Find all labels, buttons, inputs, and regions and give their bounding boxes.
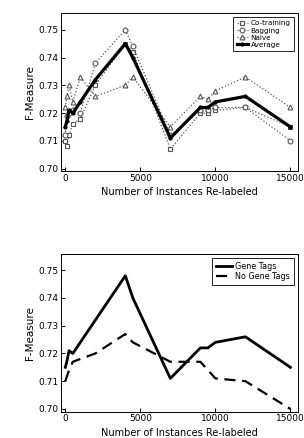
Naive bbox=[123, 83, 127, 88]
Average bbox=[213, 99, 217, 105]
No Gene Tags bbox=[71, 359, 74, 364]
Bagging bbox=[131, 44, 135, 49]
No Gene Tags bbox=[168, 359, 172, 364]
Co-training bbox=[244, 105, 247, 110]
Line: Bagging: Bagging bbox=[63, 27, 293, 143]
Naive bbox=[131, 74, 135, 80]
Co-training bbox=[213, 108, 217, 113]
Gene Tags bbox=[131, 295, 135, 300]
Bagging bbox=[213, 105, 217, 110]
No Gene Tags bbox=[206, 367, 210, 373]
Naive bbox=[94, 94, 97, 99]
No Gene Tags bbox=[199, 359, 202, 364]
Naive bbox=[288, 105, 292, 110]
Average bbox=[94, 77, 97, 82]
Naive bbox=[64, 105, 67, 110]
Average bbox=[288, 124, 292, 130]
Bagging bbox=[199, 108, 202, 113]
Naive bbox=[213, 88, 217, 93]
Gene Tags bbox=[288, 365, 292, 370]
Y-axis label: F-Measure: F-Measure bbox=[25, 306, 35, 360]
Y-axis label: F-Measure: F-Measure bbox=[25, 65, 35, 119]
Gene Tags bbox=[123, 273, 127, 279]
Bagging bbox=[64, 133, 67, 138]
Naive bbox=[206, 96, 210, 102]
Co-training bbox=[131, 49, 135, 55]
No Gene Tags bbox=[67, 367, 71, 373]
Bagging bbox=[94, 60, 97, 66]
Line: Co-training: Co-training bbox=[63, 41, 293, 152]
No Gene Tags bbox=[123, 332, 127, 337]
Bagging bbox=[244, 105, 247, 110]
Naive bbox=[71, 99, 74, 105]
Average bbox=[123, 41, 127, 46]
Line: No Gene Tags: No Gene Tags bbox=[65, 334, 290, 409]
Gene Tags bbox=[64, 365, 67, 370]
Co-training bbox=[168, 146, 172, 152]
Co-training bbox=[288, 124, 292, 130]
Co-training bbox=[199, 110, 202, 116]
Co-training bbox=[123, 41, 127, 46]
Line: Gene Tags: Gene Tags bbox=[65, 276, 290, 378]
Bagging bbox=[71, 108, 74, 113]
Average bbox=[67, 108, 71, 113]
Bagging bbox=[78, 110, 82, 116]
Legend: Co-training, Bagging, Naive, Average: Co-training, Bagging, Naive, Average bbox=[233, 17, 294, 51]
Line: Average: Average bbox=[63, 41, 293, 141]
No Gene Tags bbox=[244, 378, 247, 384]
Average bbox=[65, 119, 69, 124]
Gene Tags bbox=[199, 345, 202, 350]
Co-training bbox=[65, 144, 69, 149]
No Gene Tags bbox=[131, 340, 135, 345]
No Gene Tags bbox=[64, 378, 67, 384]
Naive bbox=[199, 94, 202, 99]
Average bbox=[206, 105, 210, 110]
Bagging bbox=[123, 27, 127, 32]
Co-training bbox=[206, 110, 210, 116]
No Gene Tags bbox=[213, 376, 217, 381]
Co-training bbox=[67, 133, 71, 138]
Average bbox=[199, 105, 202, 110]
Naive bbox=[244, 74, 247, 80]
Average bbox=[131, 55, 135, 60]
Naive bbox=[78, 74, 82, 80]
Gene Tags bbox=[65, 359, 69, 364]
Legend: Gene Tags, No Gene Tags: Gene Tags, No Gene Tags bbox=[212, 258, 294, 285]
Co-training bbox=[64, 138, 67, 143]
Gene Tags bbox=[71, 351, 74, 356]
Co-training bbox=[71, 121, 74, 127]
No Gene Tags bbox=[78, 357, 82, 362]
Gene Tags bbox=[168, 376, 172, 381]
No Gene Tags bbox=[288, 406, 292, 412]
Gene Tags bbox=[78, 340, 82, 345]
Naive bbox=[168, 124, 172, 130]
X-axis label: Number of Instances Re-labeled: Number of Instances Re-labeled bbox=[101, 427, 258, 438]
Bagging bbox=[206, 108, 210, 113]
Gene Tags bbox=[94, 318, 97, 323]
Bagging bbox=[288, 138, 292, 143]
Naive bbox=[67, 83, 71, 88]
Bagging bbox=[65, 113, 69, 118]
Gene Tags bbox=[206, 345, 210, 350]
Average bbox=[71, 110, 74, 116]
Naive bbox=[65, 94, 69, 99]
Average bbox=[64, 124, 67, 130]
Co-training bbox=[78, 116, 82, 121]
Bagging bbox=[67, 110, 71, 116]
Bagging bbox=[168, 133, 172, 138]
Line: Naive: Naive bbox=[63, 74, 293, 129]
Co-training bbox=[94, 83, 97, 88]
Gene Tags bbox=[244, 334, 247, 339]
Average bbox=[168, 135, 172, 141]
X-axis label: Number of Instances Re-labeled: Number of Instances Re-labeled bbox=[101, 187, 258, 197]
No Gene Tags bbox=[94, 351, 97, 356]
Gene Tags bbox=[67, 348, 71, 353]
Average bbox=[78, 99, 82, 105]
Average bbox=[244, 94, 247, 99]
Gene Tags bbox=[213, 340, 217, 345]
